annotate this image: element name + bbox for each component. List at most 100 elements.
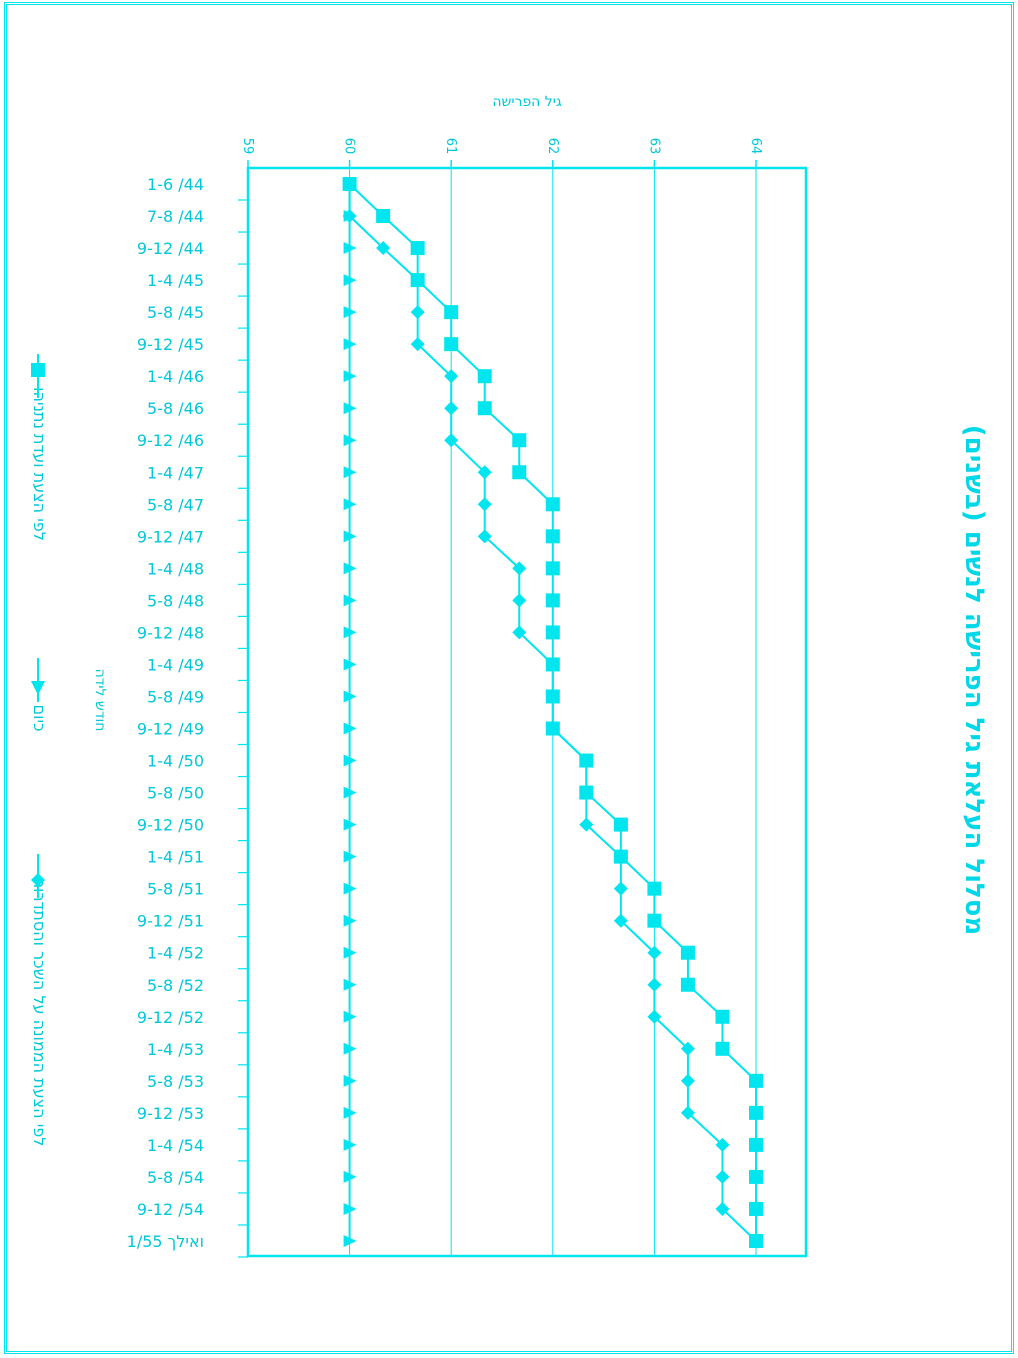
data-point (647, 881, 662, 896)
category-tick-label: 1-4 /49 (147, 655, 204, 674)
data-point (376, 241, 391, 256)
data-point (343, 562, 357, 575)
category-tick-label: 1-4 /45 (147, 271, 204, 290)
data-point (545, 721, 560, 736)
value-tick-label: 64 (748, 138, 763, 155)
data-point (545, 689, 560, 704)
category-tick-label: 9-12 /51 (137, 912, 204, 931)
data-point (477, 465, 492, 480)
category-tick-label: 1-4 /52 (147, 944, 204, 963)
data-point (579, 753, 594, 768)
data-point (410, 273, 425, 288)
category-tick-label: 1-4 /47 (147, 463, 204, 482)
category-tick-label: 5-8 /53 (147, 1072, 204, 1091)
data-point (680, 977, 695, 992)
data-point (545, 593, 560, 608)
data-point (343, 1234, 357, 1247)
data-point (343, 818, 357, 831)
data-point (477, 497, 492, 512)
data-point (613, 881, 628, 896)
data-point (343, 626, 357, 639)
data-point (343, 338, 357, 351)
data-point (512, 465, 527, 480)
category-tick-label: 9-12 /54 (137, 1200, 204, 1219)
category-tick-label: 5-8 /45 (147, 303, 204, 322)
data-point (715, 1201, 730, 1216)
data-point (410, 241, 425, 256)
data-point (545, 561, 560, 576)
data-point (410, 337, 425, 352)
data-point (343, 1138, 357, 1151)
data-point (343, 978, 357, 991)
data-point (749, 1105, 763, 1120)
legend-swatch-marker (31, 873, 45, 887)
data-point (715, 1137, 730, 1152)
data-point (343, 402, 357, 415)
data-point (545, 497, 560, 512)
data-point (579, 785, 594, 800)
category-tick-label: 5-8 /51 (147, 880, 204, 899)
data-point (512, 593, 527, 608)
data-point (343, 242, 357, 255)
data-point (343, 882, 357, 895)
data-point (680, 1073, 695, 1088)
data-point (545, 657, 560, 672)
data-point (343, 1202, 357, 1215)
data-point (579, 817, 594, 832)
data-point (715, 1009, 730, 1024)
data-point (512, 433, 527, 448)
legend-swatch-marker (31, 681, 45, 695)
data-point (613, 849, 628, 864)
data-point (342, 209, 357, 224)
category-tick-label: 1-4 /54 (147, 1136, 204, 1155)
category-tick-labels: 1-6 /44 7-8 /44 9-12 /44 1-4 /45 5-8 /45 9-12… (127, 175, 248, 1258)
data-point (647, 977, 662, 992)
category-tick-label: 9-12 /44 (137, 239, 204, 258)
data-point (444, 401, 459, 416)
category-axis-label: חודש לידה (92, 669, 108, 732)
category-tick-label: 9-12 /47 (137, 527, 204, 546)
category-tick-label: 9-12 /52 (137, 1008, 204, 1027)
page-frame (4, 2, 1014, 1354)
data-point (545, 625, 560, 640)
data-point (343, 530, 357, 543)
legend-swatch-marker (31, 363, 45, 377)
data-point (613, 913, 628, 928)
data-point (477, 529, 492, 544)
data-point (343, 690, 357, 703)
value-tick-label: 60 (342, 138, 357, 155)
data-point (343, 306, 357, 319)
data-point (343, 434, 357, 447)
value-tick-labels: 59 60 61 62 63 64 (240, 138, 763, 168)
data-point (343, 498, 357, 511)
data-point (715, 1169, 730, 1184)
data-point (343, 370, 357, 383)
category-tick-label: 9-12 /50 (137, 816, 204, 835)
data-point (343, 1074, 357, 1087)
category-tick-label: 9-12 /46 (137, 431, 204, 450)
data-point (444, 369, 459, 384)
category-tick-label: 1-4 /48 (147, 559, 204, 578)
category-tick-label: 5-8 /49 (147, 687, 204, 706)
data-point (647, 945, 662, 960)
chart-title: מסלול העלאת גיל הפרישה לנשים (בשנים) (959, 425, 989, 935)
data-point (343, 658, 357, 671)
series-diamond (342, 177, 763, 1248)
data-point (545, 529, 560, 544)
plot-area (246, 166, 808, 1258)
data-point (680, 945, 695, 960)
data-point (715, 1041, 730, 1056)
data-point (376, 209, 391, 224)
data-point (343, 1010, 357, 1023)
category-tick-label: 1/55 ואילך (127, 1232, 204, 1251)
data-point (343, 722, 357, 735)
category-tick-label: 1-4 /53 (147, 1040, 204, 1059)
data-point (512, 561, 527, 576)
legend: לפי הצעת ועדת נתניהו כיום לפי הצעת הממונ… (30, 354, 49, 1146)
legend-label-netanyahu: לפי הצעת ועדת נתניהו (30, 387, 49, 541)
category-tick-label: 9-12 /48 (137, 623, 204, 642)
category-tick-label: 1-4 /51 (147, 848, 204, 867)
data-point (477, 401, 492, 416)
category-tick-label: 9-12 /53 (137, 1104, 204, 1123)
